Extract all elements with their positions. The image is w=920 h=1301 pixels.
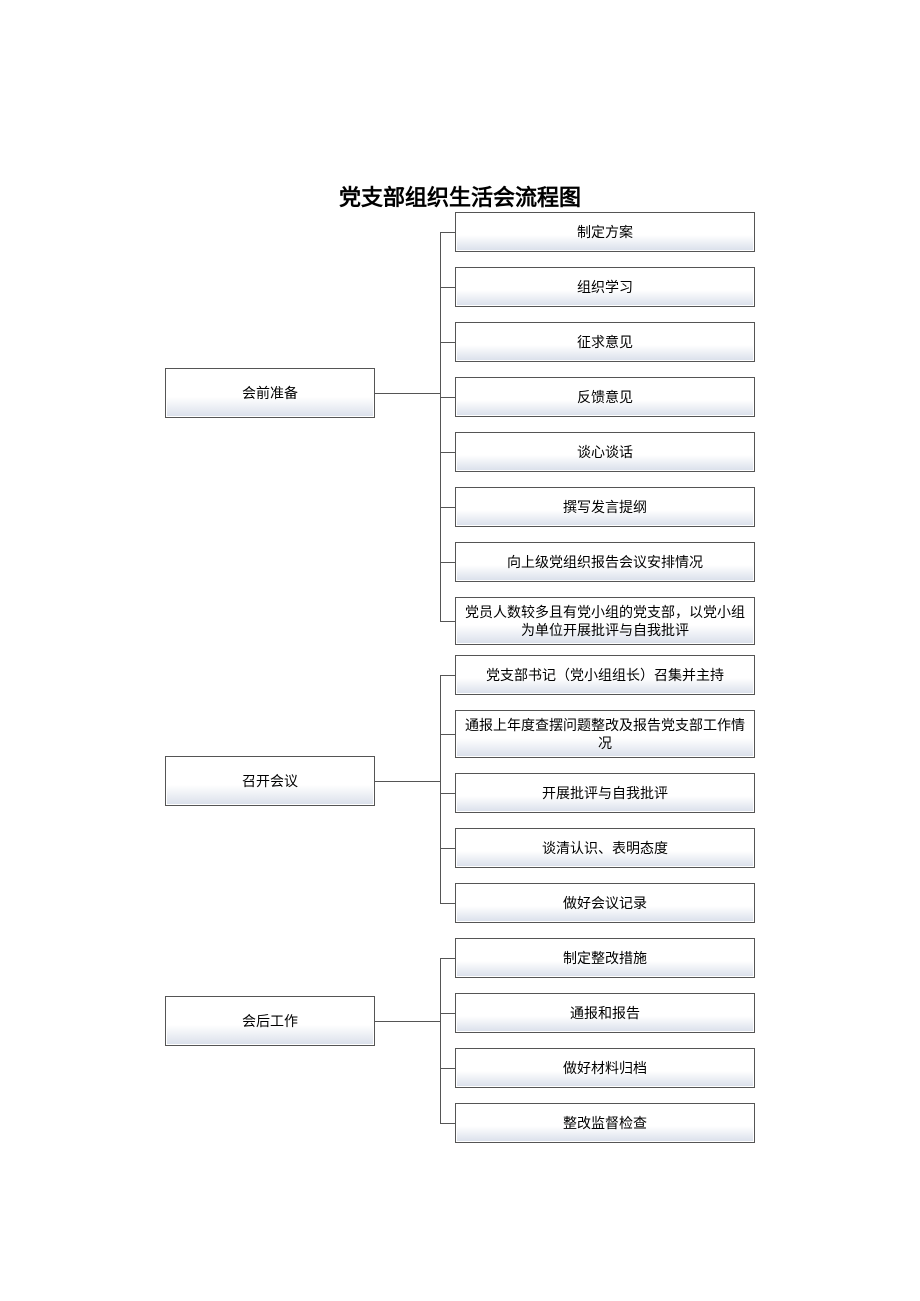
step-box: 通报和报告 — [455, 993, 755, 1033]
step-label: 党支部书记（党小组组长）召集并主持 — [486, 666, 724, 684]
phase-box: 召开会议 — [165, 756, 375, 806]
step-box: 整改监督检查 — [455, 1103, 755, 1143]
title-text: 党支部组织生活会流程图 — [339, 185, 581, 210]
connector-line — [375, 393, 440, 394]
step-label: 组织学习 — [577, 278, 633, 296]
step-label: 谈清认识、表明态度 — [542, 839, 668, 857]
step-label: 反馈意见 — [577, 388, 633, 406]
step-label: 开展批评与自我批评 — [542, 784, 668, 802]
step-box: 组织学习 — [455, 267, 755, 307]
connector-line — [440, 958, 455, 959]
step-label: 整改监督检查 — [563, 1114, 647, 1132]
step-box: 谈心谈话 — [455, 432, 755, 472]
step-label: 做好材料归档 — [563, 1059, 647, 1077]
step-label: 通报上年度查摆问题整改及报告党支部工作情况 — [464, 716, 746, 752]
connector-line — [440, 675, 441, 904]
connector-line — [375, 1021, 440, 1022]
step-box: 撰写发言提纲 — [455, 487, 755, 527]
step-label: 制定方案 — [577, 223, 633, 241]
phase-box: 会后工作 — [165, 996, 375, 1046]
connector-line — [440, 903, 455, 904]
connector-line — [440, 734, 455, 735]
step-box: 向上级党组织报告会议安排情况 — [455, 542, 755, 582]
connector-line — [440, 621, 455, 622]
diagram-title: 党支部组织生活会流程图 — [0, 180, 920, 212]
step-box: 做好会议记录 — [455, 883, 755, 923]
step-label: 通报和报告 — [570, 1004, 640, 1022]
step-label: 向上级党组织报告会议安排情况 — [507, 553, 703, 571]
connector-line — [440, 232, 441, 622]
step-label: 谈心谈话 — [577, 443, 633, 461]
step-label: 撰写发言提纲 — [563, 498, 647, 516]
phase-label: 会前准备 — [242, 384, 298, 402]
connector-line — [440, 848, 455, 849]
step-box: 党员人数较多且有党小组的党支部，以党小组为单位开展批评与自我批评 — [455, 597, 755, 645]
step-box: 制定方案 — [455, 212, 755, 252]
phase-label: 召开会议 — [242, 772, 298, 790]
step-box: 党支部书记（党小组组长）召集并主持 — [455, 655, 755, 695]
phase-label: 会后工作 — [242, 1012, 298, 1030]
connector-line — [440, 232, 455, 233]
step-label: 制定整改措施 — [563, 949, 647, 967]
connector-line — [440, 342, 455, 343]
connector-line — [440, 675, 455, 676]
connector-line — [440, 1123, 455, 1124]
step-box: 开展批评与自我批评 — [455, 773, 755, 813]
step-box: 征求意见 — [455, 322, 755, 362]
connector-line — [440, 562, 455, 563]
connector-line — [440, 1013, 455, 1014]
connector-line — [440, 397, 455, 398]
step-box: 做好材料归档 — [455, 1048, 755, 1088]
step-box: 制定整改措施 — [455, 938, 755, 978]
connector-line — [440, 507, 455, 508]
connector-line — [440, 1068, 455, 1069]
step-label: 征求意见 — [577, 333, 633, 351]
step-box: 谈清认识、表明态度 — [455, 828, 755, 868]
connector-line — [375, 781, 440, 782]
step-box: 反馈意见 — [455, 377, 755, 417]
step-label: 党员人数较多且有党小组的党支部，以党小组为单位开展批评与自我批评 — [464, 603, 746, 639]
phase-box: 会前准备 — [165, 368, 375, 418]
connector-line — [440, 287, 455, 288]
step-box: 通报上年度查摆问题整改及报告党支部工作情况 — [455, 710, 755, 758]
connector-line — [440, 452, 455, 453]
connector-line — [440, 958, 441, 1124]
step-label: 做好会议记录 — [563, 894, 647, 912]
connector-line — [440, 793, 455, 794]
